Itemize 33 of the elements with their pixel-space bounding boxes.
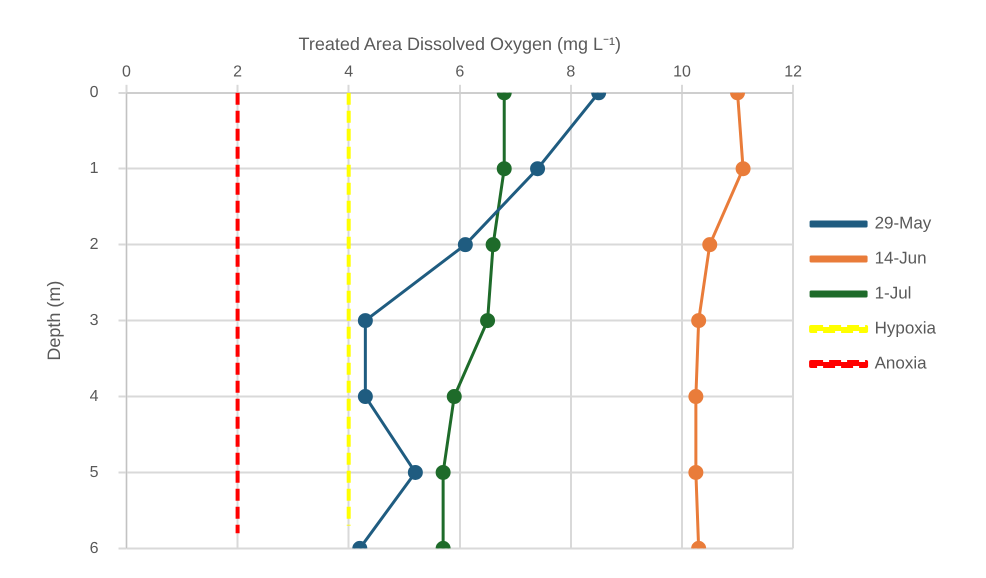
x-tick-label: 10 bbox=[673, 64, 691, 81]
x-tick-label: 2 bbox=[233, 64, 242, 81]
legend-label: Anoxia bbox=[874, 354, 928, 373]
point bbox=[688, 389, 704, 404]
point bbox=[688, 464, 704, 480]
point bbox=[358, 313, 373, 328]
point bbox=[408, 464, 423, 480]
y-tick-label: 5 bbox=[90, 464, 99, 481]
legend-label: 1-Jul bbox=[874, 284, 912, 303]
y-tick-label: 3 bbox=[90, 312, 99, 330]
point bbox=[436, 464, 451, 480]
y-tick-label: 6 bbox=[90, 540, 99, 557]
x-tick-label: 8 bbox=[566, 64, 576, 81]
x-tick-label: 4 bbox=[344, 64, 354, 81]
point bbox=[691, 313, 706, 328]
y-tick-label: 4 bbox=[90, 388, 99, 405]
y-tick-label: 2 bbox=[90, 236, 99, 254]
point bbox=[702, 237, 718, 252]
point bbox=[358, 389, 373, 404]
point bbox=[480, 313, 496, 328]
y-tick-label: 1 bbox=[90, 160, 99, 178]
legend-label: 14-Jun bbox=[874, 248, 927, 268]
x-axis-title: Treated Area Dissolved Oxygen (mg L⁻¹) bbox=[298, 34, 622, 54]
point bbox=[486, 237, 501, 252]
legend-label: 29-May bbox=[874, 214, 932, 233]
x-tick-label: 6 bbox=[455, 64, 464, 81]
y-axis-title: Depth (m) bbox=[44, 280, 64, 361]
x-tick-label: 12 bbox=[784, 64, 802, 81]
x-tick-label: 0 bbox=[122, 64, 132, 81]
legend-label: Hypoxia bbox=[874, 318, 937, 338]
y-tick-label: 0 bbox=[90, 84, 99, 102]
point bbox=[458, 237, 473, 252]
point bbox=[446, 389, 462, 404]
